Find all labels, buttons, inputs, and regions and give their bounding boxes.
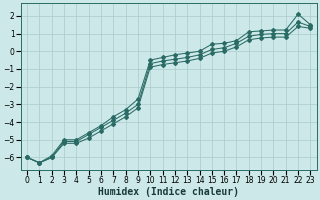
X-axis label: Humidex (Indice chaleur): Humidex (Indice chaleur) bbox=[98, 186, 239, 197]
